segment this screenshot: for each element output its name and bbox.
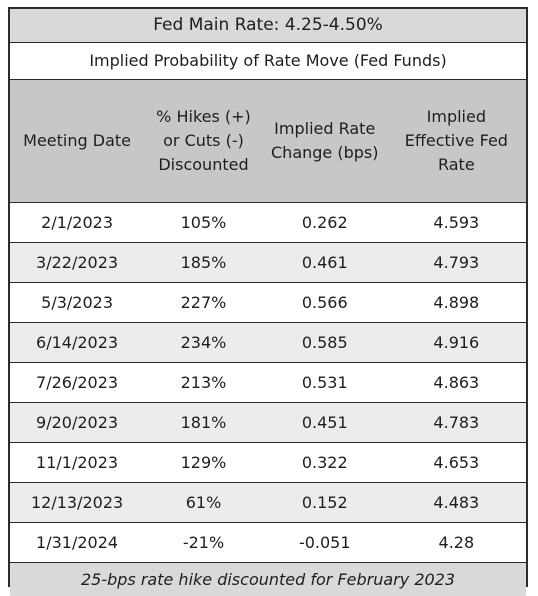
table-row: 5/3/2023 227% 0.566 4.898 — [10, 282, 526, 323]
cell-effective-rate: 4.483 — [386, 482, 526, 523]
cell-hikes-cuts: 61% — [144, 482, 263, 523]
table-row: 3/22/2023 185% 0.461 4.793 — [10, 242, 526, 283]
cell-meeting-date: 11/1/2023 — [10, 442, 145, 483]
cell-hikes-cuts: 181% — [144, 402, 263, 443]
cell-hikes-cuts: 185% — [144, 242, 263, 283]
cell-effective-rate: 4.916 — [386, 322, 526, 363]
cell-effective-rate: 4.863 — [386, 362, 526, 403]
cell-meeting-date: 2/1/2023 — [10, 202, 145, 243]
cell-effective-rate: 4.653 — [386, 442, 526, 483]
table-row: 1/31/2024 -21% -0.051 4.28 — [10, 522, 526, 563]
cell-rate-change: 0.152 — [262, 482, 387, 523]
cell-hikes-cuts: 129% — [144, 442, 263, 483]
cell-rate-change: 0.531 — [262, 362, 387, 403]
cell-meeting-date: 6/14/2023 — [10, 322, 145, 363]
cell-meeting-date: 7/26/2023 — [10, 362, 145, 403]
cell-hikes-cuts: 234% — [144, 322, 263, 363]
cell-rate-change: 0.322 — [262, 442, 387, 483]
cell-effective-rate: 4.793 — [386, 242, 526, 283]
cell-hikes-cuts: 105% — [144, 202, 263, 243]
cell-rate-change: 0.461 — [262, 242, 387, 283]
cell-meeting-date: 9/20/2023 — [10, 402, 145, 443]
table-subtitle: Implied Probability of Rate Move (Fed Fu… — [10, 43, 526, 80]
table-row: 9/20/2023 181% 0.451 4.783 — [10, 402, 526, 443]
table-title: Fed Main Rate: 4.25-4.50% — [10, 9, 526, 43]
table-footer-note: 25-bps rate hike discounted for February… — [10, 563, 526, 596]
table-row: 2/1/2023 105% 0.262 4.593 — [10, 202, 526, 243]
cell-hikes-cuts: 227% — [144, 282, 263, 323]
probability-table: Meeting Date % Hikes (+) or Cuts (-) Dis… — [10, 80, 526, 563]
rate-table-card: Fed Main Rate: 4.25-4.50% Implied Probab… — [8, 7, 528, 596]
cell-rate-change: -0.051 — [262, 522, 387, 563]
cell-rate-change: 0.262 — [262, 202, 387, 243]
cell-rate-change: 0.451 — [262, 402, 387, 443]
cell-rate-change: 0.585 — [262, 322, 387, 363]
cell-meeting-date: 1/31/2024 — [10, 522, 145, 563]
cell-meeting-date: 3/22/2023 — [10, 242, 145, 283]
cell-rate-change: 0.566 — [262, 282, 387, 323]
header-meeting-date: Meeting Date — [10, 80, 145, 203]
header-rate-change: Implied Rate Change (bps) — [262, 80, 387, 203]
cell-effective-rate: 4.783 — [386, 402, 526, 443]
table-row: 7/26/2023 213% 0.531 4.863 — [10, 362, 526, 403]
cell-effective-rate: 4.28 — [386, 522, 526, 563]
cell-hikes-cuts: 213% — [144, 362, 263, 403]
table-row: 11/1/2023 129% 0.322 4.653 — [10, 442, 526, 483]
cell-effective-rate: 4.593 — [386, 202, 526, 243]
table-row: 6/14/2023 234% 0.585 4.916 — [10, 322, 526, 363]
header-effective-rate: Implied Effective Fed Rate — [386, 80, 526, 203]
header-hikes-cuts: % Hikes (+) or Cuts (-) Discounted — [144, 80, 263, 203]
table-row: 12/13/2023 61% 0.152 4.483 — [10, 482, 526, 523]
header-row: Meeting Date % Hikes (+) or Cuts (-) Dis… — [10, 80, 526, 203]
table-body: 2/1/2023 105% 0.262 4.593 3/22/2023 185% 0.461… — [10, 202, 526, 563]
cell-meeting-date: 12/13/2023 — [10, 482, 145, 523]
cell-effective-rate: 4.898 — [386, 282, 526, 323]
cell-meeting-date: 5/3/2023 — [10, 282, 145, 323]
cell-hikes-cuts: -21% — [144, 522, 263, 563]
